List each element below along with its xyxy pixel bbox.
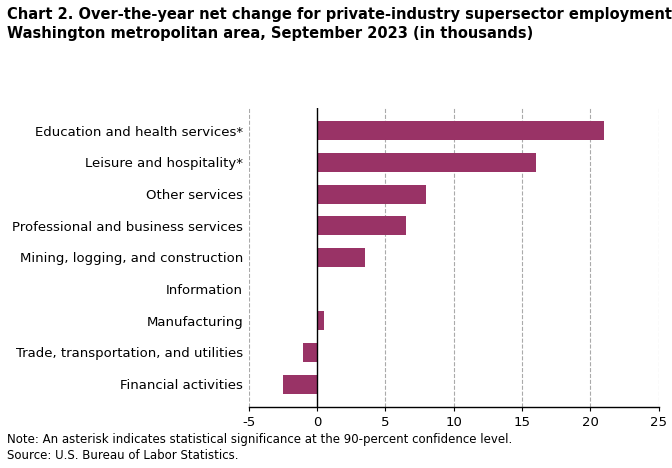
Bar [317,216,406,235]
Bar [317,121,604,140]
Bar [317,153,536,172]
Bar [283,374,317,394]
Bar [303,343,317,362]
Text: Note: An asterisk indicates statistical significance at the 90-percent confidenc: Note: An asterisk indicates statistical … [7,433,512,446]
Text: Chart 2. Over-the-year net change for private-industry supersector employment in: Chart 2. Over-the-year net change for pr… [7,7,672,22]
Bar [317,311,324,330]
Text: Source: U.S. Bureau of Labor Statistics.: Source: U.S. Bureau of Labor Statistics. [7,449,238,462]
Text: Washington metropolitan area, September 2023 (in thousands): Washington metropolitan area, September … [7,26,533,41]
Bar [317,248,365,267]
Bar [317,184,426,204]
